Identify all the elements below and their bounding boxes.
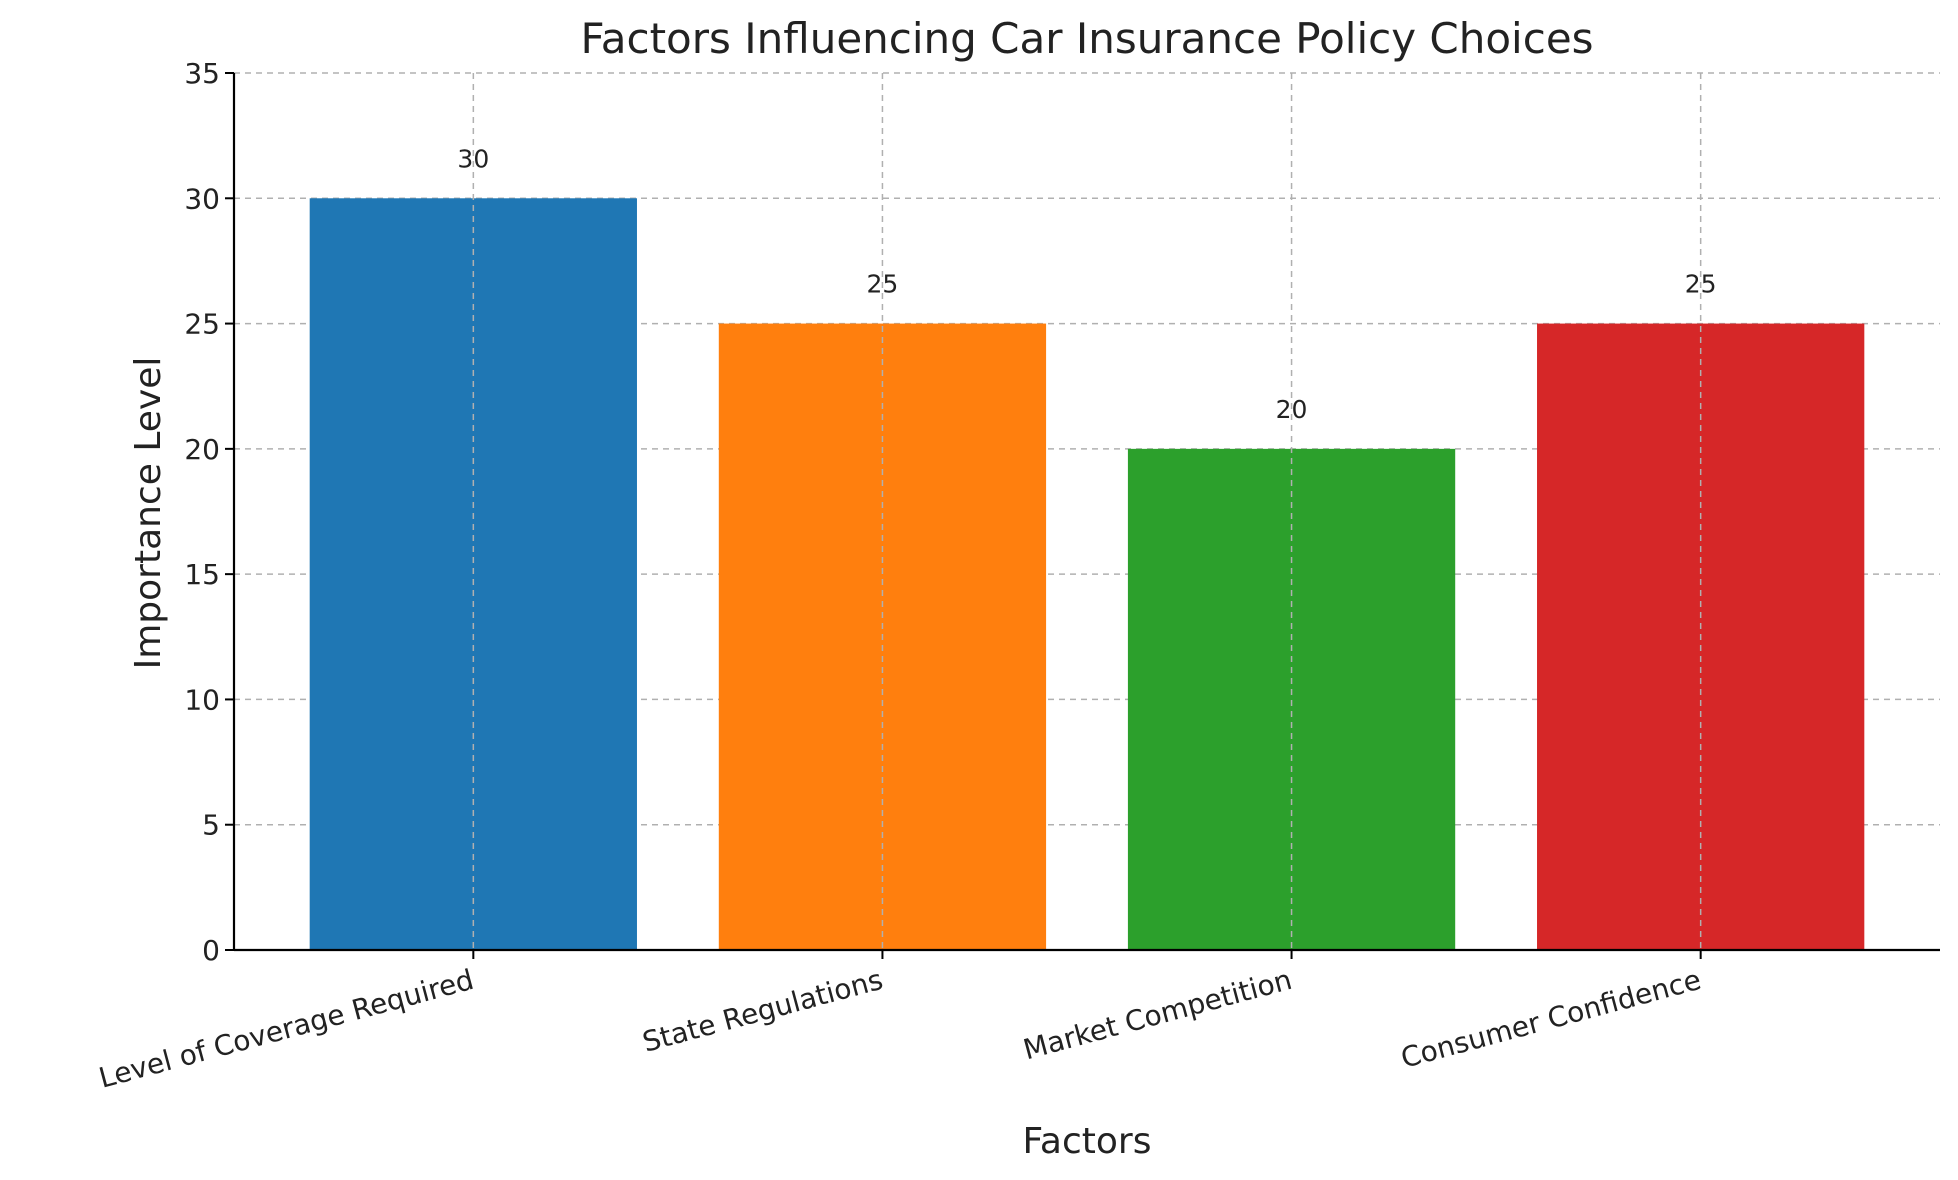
bar-value-label: 25 xyxy=(1685,270,1717,299)
y-axis-title: Importance Level xyxy=(128,357,169,670)
data-labels: 30 25 20 25 xyxy=(457,73,1717,950)
y-tick-label: 35 xyxy=(184,57,220,90)
x-tick-label: State Regulations xyxy=(639,963,886,1059)
x-tick-label: Consumer Confidence xyxy=(1397,963,1704,1075)
bar-value-label: 20 xyxy=(1276,395,1308,424)
bar-value-label: 30 xyxy=(457,144,489,173)
axes xyxy=(225,72,1940,959)
y-tick-label: 30 xyxy=(184,182,220,215)
y-tick-label: 0 xyxy=(202,934,220,967)
y-tick-label: 5 xyxy=(202,809,220,842)
x-axis-title: Factors xyxy=(1023,1121,1152,1162)
y-tick-label: 25 xyxy=(184,308,220,341)
bar-value-label: 25 xyxy=(867,270,899,299)
y-tick-labels: 0 5 10 15 20 25 30 35 xyxy=(184,57,220,967)
y-tick-label: 15 xyxy=(184,558,220,591)
y-tick-label: 10 xyxy=(184,683,220,716)
chart-title: Factors Influencing Car Insurance Policy… xyxy=(580,14,1593,63)
y-tick-label: 20 xyxy=(184,433,220,466)
x-tick-labels: Level of Coverage Required State Regulati… xyxy=(95,963,1704,1095)
x-tick-label: Market Competition xyxy=(1020,963,1296,1066)
x-tick-label: Level of Coverage Required xyxy=(95,963,477,1095)
